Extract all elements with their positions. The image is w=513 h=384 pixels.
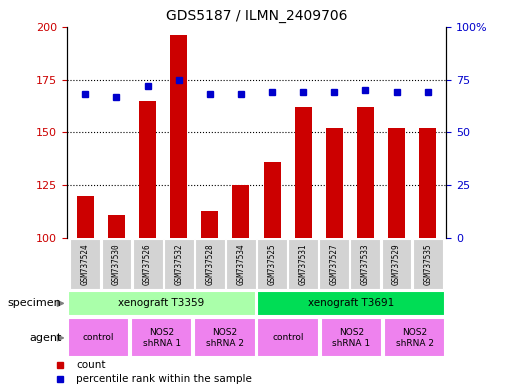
Bar xyxy=(133,238,163,290)
Text: NOS2
shRNA 2: NOS2 shRNA 2 xyxy=(396,328,433,348)
Bar xyxy=(258,291,445,316)
Text: GSM737534: GSM737534 xyxy=(236,243,245,285)
Bar xyxy=(320,238,349,290)
Bar xyxy=(226,238,256,290)
Bar xyxy=(388,128,405,238)
Bar xyxy=(170,35,187,238)
Text: NOS2
shRNA 1: NOS2 shRNA 1 xyxy=(332,328,370,348)
Text: GSM737531: GSM737531 xyxy=(299,243,308,285)
Bar xyxy=(384,318,445,358)
Text: specimen: specimen xyxy=(8,298,62,308)
Text: GSM737529: GSM737529 xyxy=(392,243,401,285)
Title: GDS5187 / ILMN_2409706: GDS5187 / ILMN_2409706 xyxy=(166,9,347,23)
Text: GSM737525: GSM737525 xyxy=(268,243,277,285)
Text: GSM737530: GSM737530 xyxy=(112,243,121,285)
Text: NOS2
shRNA 2: NOS2 shRNA 2 xyxy=(206,328,244,348)
Bar xyxy=(139,101,156,238)
Bar xyxy=(195,238,225,290)
Bar xyxy=(294,107,312,238)
Bar xyxy=(131,318,192,358)
Bar xyxy=(102,238,131,290)
Text: GSM737535: GSM737535 xyxy=(423,243,432,285)
Bar xyxy=(201,210,219,238)
Text: agent: agent xyxy=(29,333,62,343)
Text: control: control xyxy=(272,333,304,343)
Text: GSM737526: GSM737526 xyxy=(143,243,152,285)
Bar xyxy=(77,196,94,238)
Text: count: count xyxy=(76,359,106,369)
Bar xyxy=(257,238,287,290)
Text: GSM737532: GSM737532 xyxy=(174,243,183,285)
Bar xyxy=(68,291,255,316)
Bar xyxy=(70,238,101,290)
Bar xyxy=(288,238,318,290)
Bar xyxy=(108,215,125,238)
Bar xyxy=(264,162,281,238)
Text: GSM737533: GSM737533 xyxy=(361,243,370,285)
Bar xyxy=(357,107,374,238)
Bar xyxy=(164,238,193,290)
Text: xenograft T3691: xenograft T3691 xyxy=(308,298,394,308)
Bar xyxy=(258,318,319,358)
Text: percentile rank within the sample: percentile rank within the sample xyxy=(76,374,252,384)
Text: GSM737527: GSM737527 xyxy=(330,243,339,285)
Text: xenograft T3359: xenograft T3359 xyxy=(119,298,205,308)
Text: NOS2
shRNA 1: NOS2 shRNA 1 xyxy=(143,328,181,348)
Text: control: control xyxy=(83,333,114,343)
Bar xyxy=(350,238,380,290)
Bar xyxy=(321,318,382,358)
Bar xyxy=(232,185,249,238)
Bar xyxy=(68,318,129,358)
Bar xyxy=(194,318,255,358)
Bar xyxy=(412,238,443,290)
Bar xyxy=(382,238,411,290)
Text: GSM737524: GSM737524 xyxy=(81,243,90,285)
Bar xyxy=(326,128,343,238)
Bar xyxy=(419,128,436,238)
Text: GSM737528: GSM737528 xyxy=(205,243,214,285)
